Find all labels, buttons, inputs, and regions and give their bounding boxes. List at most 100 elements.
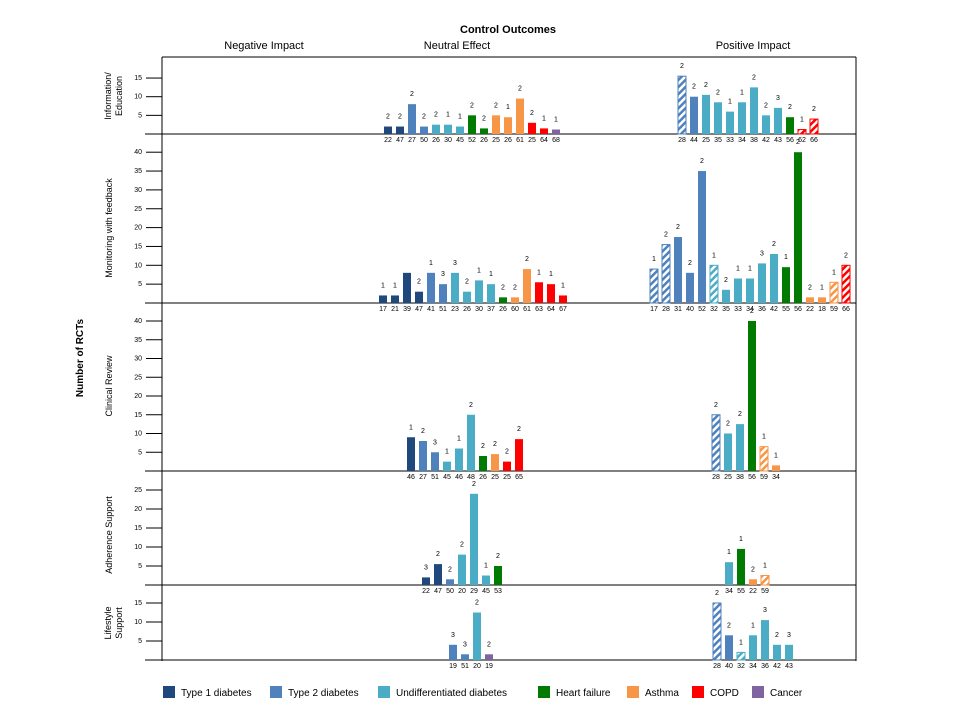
x-tick-label: 66	[842, 306, 850, 313]
bar	[772, 465, 780, 471]
data-label: 3	[453, 260, 457, 267]
legend-swatch	[378, 686, 390, 698]
data-label: 2	[448, 566, 452, 573]
bar	[461, 654, 469, 660]
bar	[479, 456, 487, 471]
data-label: 2	[764, 102, 768, 109]
data-label: 2	[680, 63, 684, 70]
data-label: 2	[398, 114, 402, 121]
x-tick-label: 66	[810, 137, 818, 144]
bar	[467, 414, 475, 471]
row-label: Adherence Support	[104, 496, 114, 574]
y-tick-label: 25	[134, 487, 142, 494]
bar	[434, 564, 442, 585]
bar	[806, 297, 814, 303]
y-tick-label: 10	[134, 431, 142, 438]
bar	[408, 104, 416, 134]
y-tick-label: 5	[138, 112, 142, 119]
bar	[492, 115, 500, 134]
x-tick-label: 59	[760, 474, 768, 481]
bar	[559, 295, 567, 303]
bar	[677, 75, 687, 135]
x-tick-label: 50	[446, 588, 454, 595]
column-header-neutral: Neutral Effect	[424, 40, 490, 52]
x-tick-label: 63	[535, 306, 543, 313]
bar	[738, 102, 746, 134]
data-label: 1	[751, 622, 755, 629]
legend-swatch	[692, 686, 704, 698]
bar	[690, 96, 698, 134]
x-tick-label: 51	[461, 663, 469, 670]
bar	[503, 461, 511, 471]
x-tick-label: 21	[391, 306, 399, 313]
x-tick-label: 27	[419, 474, 427, 481]
x-tick-label: 34	[738, 137, 746, 144]
data-label: 2	[715, 590, 719, 597]
bar	[528, 122, 536, 134]
data-label: 3	[776, 95, 780, 102]
y-tick-label: 10	[134, 94, 142, 101]
bar	[516, 98, 524, 134]
data-label: 2	[487, 641, 491, 648]
bar	[797, 129, 807, 135]
x-tick-label: 25	[528, 137, 536, 144]
data-label: 1	[739, 639, 743, 646]
x-tick-label: 47	[396, 137, 404, 144]
data-label: 2	[530, 110, 534, 117]
x-tick-label: 56	[794, 306, 802, 313]
x-tick-label: 26	[499, 306, 507, 313]
data-label: 2	[752, 74, 756, 81]
x-tick-label: 26	[480, 137, 488, 144]
data-label: 2	[772, 241, 776, 248]
y-tick-label: 25	[134, 374, 142, 381]
bar	[762, 115, 770, 134]
x-tick-label: 26	[463, 306, 471, 313]
bar	[746, 278, 754, 303]
bar	[724, 433, 732, 471]
data-label: 1	[489, 271, 493, 278]
data-label: 2	[700, 158, 704, 165]
column-header-positive: Positive Impact	[716, 40, 791, 52]
bar	[770, 253, 778, 303]
data-label: 1	[445, 449, 449, 456]
x-tick-label: 36	[761, 663, 769, 670]
data-label: 2	[692, 84, 696, 91]
data-label: 2	[716, 89, 720, 96]
bar	[758, 263, 766, 303]
y-tick-label: 5	[138, 281, 142, 288]
x-tick-label: 59	[830, 306, 838, 313]
data-label: 1	[506, 104, 510, 111]
bar	[504, 117, 512, 134]
data-label: 2	[494, 102, 498, 109]
bar	[494, 566, 502, 585]
x-tick-label: 59	[761, 588, 769, 595]
x-tick-label: 25	[724, 474, 732, 481]
x-tick-label: 25	[503, 474, 511, 481]
bar	[475, 280, 483, 303]
data-label: 2	[517, 426, 521, 433]
x-tick-label: 45	[482, 588, 490, 595]
data-label: 3	[424, 564, 428, 571]
bar	[773, 644, 781, 660]
y-tick-label: 20	[134, 225, 142, 232]
x-tick-label: 50	[420, 137, 428, 144]
bar	[432, 124, 440, 134]
legend-item-as: Asthma	[627, 686, 679, 699]
bar	[431, 452, 439, 471]
x-tick-label: 32	[737, 663, 745, 670]
data-label: 2	[688, 260, 692, 267]
x-tick-label: 25	[491, 474, 499, 481]
bar	[841, 264, 851, 304]
x-tick-label: 47	[415, 306, 423, 313]
bar	[396, 126, 404, 134]
data-label: 2	[465, 279, 469, 286]
x-tick-label: 32	[710, 306, 718, 313]
data-label: 1	[554, 117, 558, 124]
x-tick-label: 28	[678, 137, 686, 144]
x-tick-label: 44	[690, 137, 698, 144]
data-label: 1	[652, 256, 656, 263]
data-label: 2	[714, 402, 718, 409]
data-label: 1	[542, 115, 546, 122]
